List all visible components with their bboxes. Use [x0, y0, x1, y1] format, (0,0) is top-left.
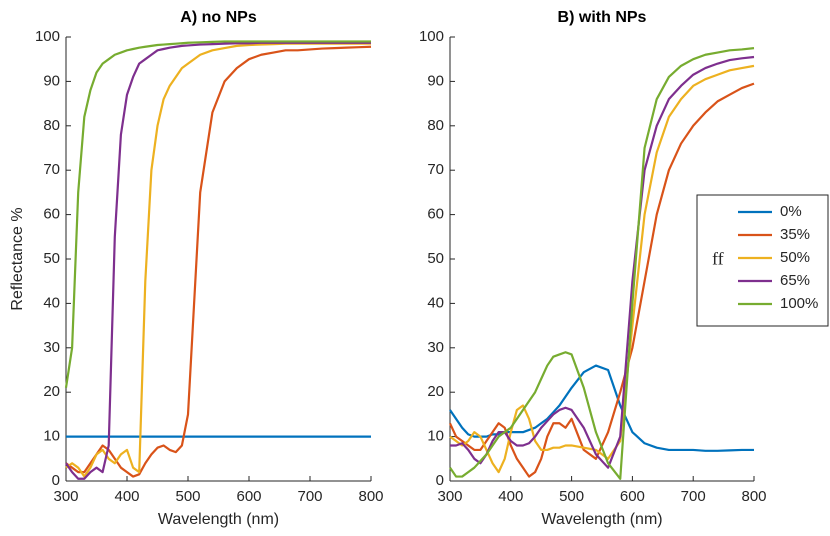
x-tick-label: 600	[620, 488, 645, 505]
y-tick-label: 50	[43, 250, 60, 267]
data-line	[449, 47, 755, 480]
legend-label: 100%	[780, 295, 818, 312]
y-tick-label: 0	[436, 472, 444, 489]
data-line	[65, 42, 371, 478]
data-line	[65, 41, 371, 480]
data-line	[449, 364, 754, 452]
y-tick-label: 60	[43, 206, 60, 223]
legend-label: 35%	[780, 226, 810, 243]
y-tick-label: 100	[35, 28, 60, 45]
y-tick-label: 10	[43, 428, 60, 445]
legend-label: 65%	[780, 272, 810, 289]
x-tick-label: 700	[297, 488, 322, 505]
legend-label: 0%	[780, 203, 802, 220]
x-tick-label: 500	[559, 488, 584, 505]
data-line	[448, 82, 755, 478]
y-tick-label: 90	[43, 72, 60, 89]
legend-title: ff	[712, 249, 724, 269]
x-tick-label: 800	[741, 488, 766, 505]
y-tick-label: 40	[43, 294, 60, 311]
x-axis-label: Wavelength (nm)	[541, 511, 662, 528]
y-tick-label: 30	[43, 339, 60, 356]
y-tick-label: 30	[427, 339, 444, 356]
x-tick-label: 300	[53, 488, 78, 505]
y-tick-label: 50	[427, 250, 444, 267]
y-tick-label: 70	[427, 161, 444, 178]
x-tick-label: 300	[437, 488, 462, 505]
y-tick-label: 20	[43, 383, 60, 400]
data-line	[64, 40, 371, 388]
y-tick-label: 80	[43, 117, 60, 134]
x-tick-label: 600	[236, 488, 261, 505]
x-axis-label: Wavelength (nm)	[158, 511, 279, 528]
x-tick-label: 400	[114, 488, 139, 505]
data-line	[65, 45, 372, 478]
y-tick-label: 10	[427, 428, 444, 445]
chart-title: A) no NPs	[180, 9, 257, 26]
legend-label: 50%	[780, 249, 810, 266]
x-tick-label: 800	[358, 488, 383, 505]
y-tick-label: 40	[427, 294, 444, 311]
y-tick-label: 60	[427, 206, 444, 223]
data-line	[449, 64, 755, 474]
y-tick-label: 70	[43, 161, 60, 178]
y-tick-label: 80	[427, 117, 444, 134]
y-tick-label: 90	[427, 72, 444, 89]
chart-title: B) with NPs	[558, 9, 647, 26]
y-axis-label: Reflectance %	[9, 207, 26, 310]
y-tick-label: 100	[419, 28, 444, 45]
x-tick-label: 700	[681, 488, 706, 505]
y-tick-label: 20	[427, 383, 444, 400]
x-tick-label: 500	[175, 488, 200, 505]
x-tick-label: 400	[498, 488, 523, 505]
y-tick-label: 0	[52, 472, 60, 489]
